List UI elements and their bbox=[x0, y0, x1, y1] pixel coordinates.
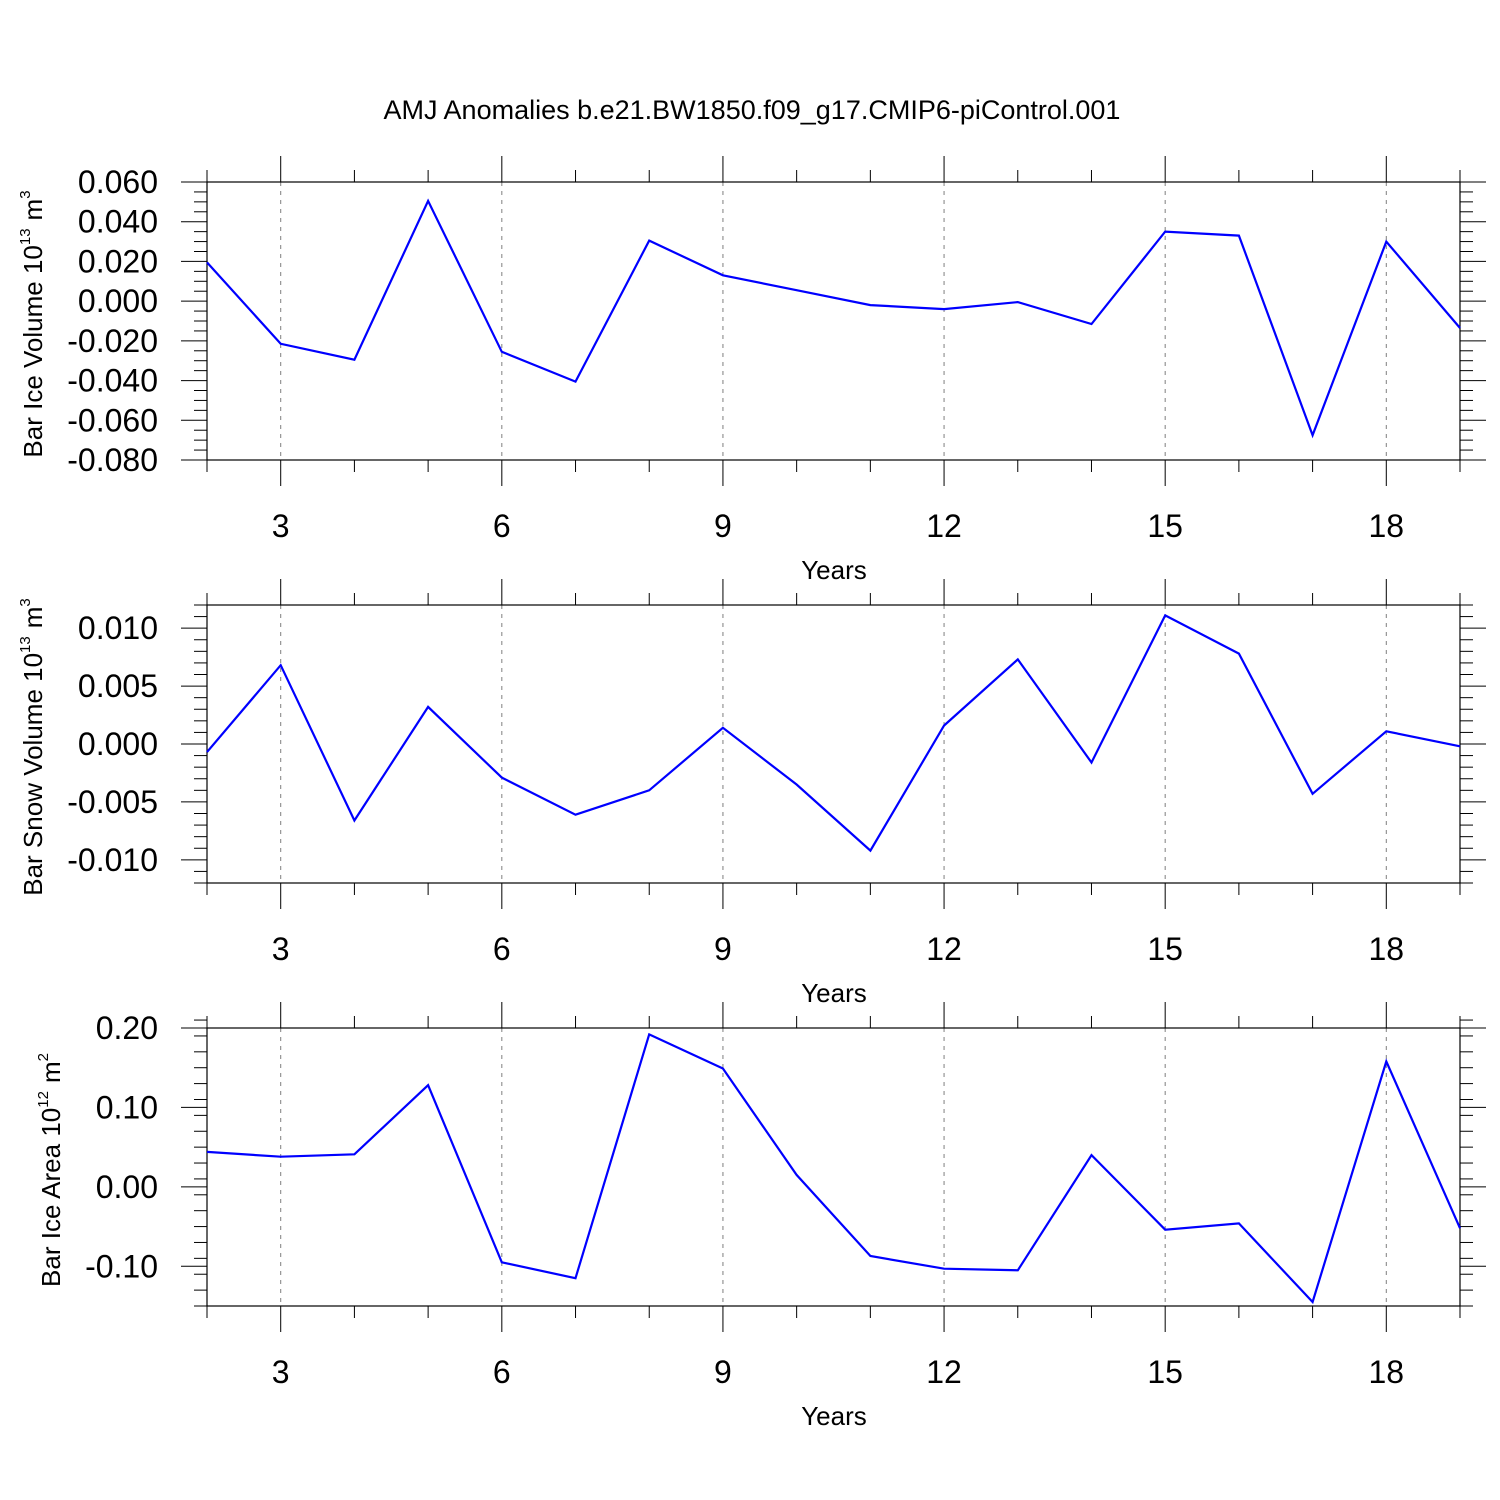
y-axis-label-unit: m bbox=[36, 1061, 66, 1083]
x-tick-label: 3 bbox=[272, 1354, 290, 1390]
x-tick-label: 3 bbox=[272, 508, 290, 544]
x-tick-label: 12 bbox=[926, 1354, 962, 1390]
y-tick-label: -0.040 bbox=[67, 363, 158, 399]
y-tick-label: 0.010 bbox=[78, 610, 158, 646]
x-axis-label: Years bbox=[801, 1401, 867, 1431]
y-axis-label-text: Bar Snow Volume 10 bbox=[18, 653, 48, 896]
y-axis-label-unit-exponent: 3 bbox=[17, 598, 34, 606]
y-tick-label: -0.060 bbox=[67, 402, 158, 438]
y-axis-label-exponent: 12 bbox=[35, 1091, 52, 1108]
y-axis-label-exponent: 13 bbox=[17, 228, 34, 245]
x-tick-label: 6 bbox=[493, 508, 511, 544]
y-axis-label-text: Bar Ice Area 10 bbox=[36, 1108, 66, 1287]
x-axis-label: Years bbox=[801, 978, 867, 1008]
y-tick-label: -0.10 bbox=[85, 1248, 158, 1284]
y-axis-label-text: Bar Ice Volume 10 bbox=[18, 245, 48, 457]
x-tick-label: 12 bbox=[926, 508, 962, 544]
x-tick-label: 18 bbox=[1368, 508, 1404, 544]
x-tick-label: 6 bbox=[493, 1354, 511, 1390]
y-tick-label: -0.005 bbox=[67, 784, 158, 820]
series-line bbox=[206, 198, 1461, 439]
y-axis-label: Bar Ice Area 1012 m2 bbox=[35, 1053, 66, 1287]
y-tick-label: 0.20 bbox=[96, 1010, 158, 1046]
y-tick-label: 0.005 bbox=[78, 668, 158, 704]
y-tick-label: 0.000 bbox=[78, 726, 158, 762]
panel-3: 3 6 9 12 15 18 -0.10 0.00 0.10 0.20 Years Bar Ice A… bbox=[35, 1002, 1486, 1431]
x-tick-label: 18 bbox=[1368, 931, 1404, 967]
x-tick-label: 6 bbox=[493, 931, 511, 967]
x-axis-label: Years bbox=[801, 555, 867, 585]
x-tick-label: 15 bbox=[1147, 931, 1183, 967]
y-axis-label-unit: m bbox=[18, 199, 48, 221]
y-tick-label: 0.060 bbox=[78, 164, 158, 200]
y-axis-label: Bar Snow Volume 1013 m3 bbox=[17, 598, 48, 896]
y-axis-label: Bar Ice Volume 1013 m3 bbox=[17, 190, 48, 457]
y-tick-label: 0.10 bbox=[96, 1089, 158, 1125]
panels: 3 6 9 12 15 18 -0.080 -0.060-0.040 -0.020 0.000 0.… bbox=[17, 156, 1486, 1431]
figure-title: AMJ Anomalies b.e21.BW1850.f09_g17.CMIP6… bbox=[384, 95, 1121, 125]
x-tick-label: 15 bbox=[1147, 508, 1183, 544]
x-tick-label: 3 bbox=[272, 931, 290, 967]
y-tick-label: 0.00 bbox=[96, 1169, 158, 1205]
x-tick-label: 12 bbox=[926, 931, 962, 967]
y-tick-label: 0.000 bbox=[78, 283, 158, 319]
y-axis-label-unit-exponent: 2 bbox=[35, 1053, 52, 1061]
panel-1: 3 6 9 12 15 18 -0.080 -0.060-0.040 -0.020 0.000 0.… bbox=[17, 156, 1486, 585]
y-tick-label: -0.020 bbox=[67, 323, 158, 359]
series-line bbox=[206, 613, 1461, 853]
x-tick-label: 9 bbox=[714, 931, 732, 967]
y-tick-label: -0.080 bbox=[67, 442, 158, 478]
plot-frame bbox=[206, 1027, 1461, 1307]
series-line bbox=[206, 1032, 1462, 1305]
y-tick-label: 0.040 bbox=[78, 204, 158, 240]
y-axis-label-unit-exponent: 3 bbox=[17, 190, 34, 198]
x-tick-label: 9 bbox=[714, 1354, 732, 1390]
y-tick-label: -0.010 bbox=[67, 842, 158, 878]
x-tick-label: 18 bbox=[1368, 1354, 1404, 1390]
y-axis-label-exponent: 13 bbox=[17, 636, 34, 653]
x-tick-label: 9 bbox=[714, 508, 732, 544]
panel-2: 3 6 9 12 15 18 -0.010 -0.005 0.000 0.005 0.010 Year… bbox=[17, 579, 1486, 1008]
y-tick-label: 0.020 bbox=[78, 243, 158, 279]
x-tick-label: 15 bbox=[1147, 1354, 1183, 1390]
y-axis-label-unit: m bbox=[18, 607, 48, 629]
